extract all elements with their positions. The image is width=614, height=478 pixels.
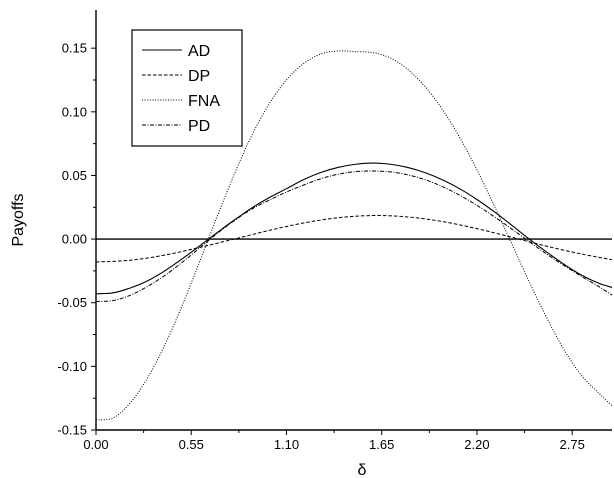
y-tick-label: 0.05 xyxy=(62,168,87,183)
x-tick-label: 0.00 xyxy=(83,437,108,452)
y-axis-label: Payoffs xyxy=(10,193,27,246)
x-tick-label: 2.75 xyxy=(560,437,585,452)
y-tick-label: 0.15 xyxy=(62,41,87,56)
legend: AD DP FNA PD xyxy=(132,30,242,146)
x-tick-label: 2.20 xyxy=(464,437,489,452)
x-tick-label: 0.55 xyxy=(179,437,204,452)
x-tick-label: 1.65 xyxy=(369,437,394,452)
x-tick-label: 1.10 xyxy=(274,437,299,452)
y-tick-label: -0.10 xyxy=(57,359,87,374)
series-line-pd xyxy=(96,171,612,301)
legend-label-dp: DP xyxy=(188,68,210,85)
y-tick-label: -0.05 xyxy=(57,295,87,310)
x-axis-label: δ xyxy=(358,462,367,478)
y-tick-label: -0.15 xyxy=(57,423,87,438)
legend-label-pd: PD xyxy=(188,118,210,135)
series-line-ad xyxy=(96,163,612,294)
y-tick-label: 0.00 xyxy=(62,232,87,247)
legend-label-fna: FNA xyxy=(188,93,220,110)
y-tick-label: 0.10 xyxy=(62,104,87,119)
legend-box xyxy=(132,30,242,146)
legend-label-ad: AD xyxy=(188,43,210,60)
